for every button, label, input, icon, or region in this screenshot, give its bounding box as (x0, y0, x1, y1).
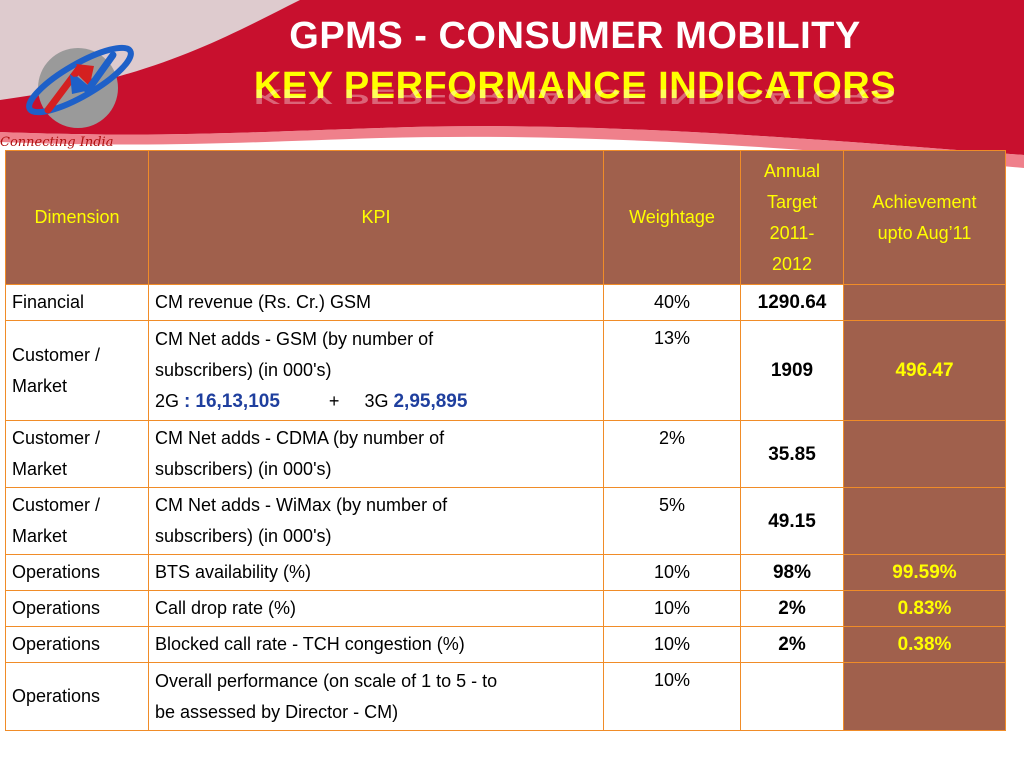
table-row: Operations Call drop rate (%) 10% 2% 0.8… (5, 590, 1006, 627)
header-achievement-l2: upto Aug’11 (877, 222, 972, 243)
table-header-row: Dimension KPI Weightage Annual Target 20… (5, 150, 1006, 285)
table-row: Customer / Market CM Net adds - WiMax (b… (5, 487, 1006, 555)
header-annual-target-l3: 2011- (769, 222, 815, 243)
cell-dimension: Operations (5, 662, 149, 731)
cell-kpi: Call drop rate (%) (148, 590, 604, 627)
cell-target: 1909 (740, 320, 844, 421)
cell-kpi-l2: subscribers) (in 000's) (155, 526, 332, 546)
cell-achievement: 99.59% (843, 554, 1006, 591)
cell-dimension: Operations (5, 626, 149, 663)
cell-kpi: Overall performance (on scale of 1 to 5 … (148, 662, 604, 731)
cell-achievement: 496.47 (843, 320, 1006, 421)
header-annual-target: Annual Target 2011- 2012 (740, 150, 844, 285)
cell-achievement (843, 662, 1006, 731)
cell-target (740, 662, 844, 731)
kpi-3g-label: 3G (364, 391, 389, 411)
cell-weightage: 10% (603, 662, 741, 731)
cell-dimension-l1: Customer / (12, 495, 101, 515)
header-weightage: Weightage (603, 150, 741, 285)
cell-kpi-l1: CM Net adds - WiMax (by number of (155, 495, 448, 515)
cell-kpi-l2: subscribers) (in 000's) (155, 459, 332, 479)
kpi-2g-label: 2G (155, 391, 180, 411)
cell-kpi: CM revenue (Rs. Cr.) GSM (148, 284, 604, 321)
cell-dimension: Financial (5, 284, 149, 321)
header-dimension: Dimension (5, 150, 149, 285)
cell-achievement (843, 420, 1006, 488)
cell-dimension-l2: Market (12, 526, 68, 546)
logo-tagline: Connecting India (0, 135, 114, 149)
cell-weightage: 2% (603, 420, 741, 488)
cell-weightage: 13% (603, 320, 741, 421)
bsnl-logo-icon (26, 44, 134, 128)
table-row: Financial CM revenue (Rs. Cr.) GSM 40% 1… (5, 284, 1006, 321)
cell-kpi-l1: Overall performance (on scale of 1 to 5 … (155, 670, 498, 691)
cell-dimension: Customer / Market (5, 487, 149, 555)
table-row: Operations BTS availability (%) 10% 98% … (5, 554, 1006, 591)
table-row: Operations Overall performance (on scale… (5, 662, 1006, 731)
header-annual-target-l1: Annual (763, 160, 821, 181)
header-achievement: Achievement upto Aug’11 (843, 150, 1006, 285)
cell-target: 49.15 (740, 487, 844, 555)
header-achievement-l1: Achievement (872, 191, 977, 212)
page-title-line-2: KEY PERFORMANCE INDICATORS (253, 65, 897, 107)
cell-kpi: Blocked call rate - TCH congestion (%) (148, 626, 604, 663)
kpi-2g-value: 16,13,105 (195, 391, 280, 412)
cell-dimension: Customer / Market (5, 420, 149, 488)
cell-weightage: 5% (603, 487, 741, 555)
header-kpi: KPI (148, 150, 604, 285)
table-row: Customer / Market CM Net adds - CDMA (by… (5, 420, 1006, 488)
cell-dimension: Operations (5, 554, 149, 591)
cell-weightage: 40% (603, 284, 741, 321)
header-annual-target-l4: 2012 (771, 253, 813, 274)
cell-dimension-l1: Customer / (12, 344, 101, 365)
kpi-table: Dimension KPI Weightage Annual Target 20… (5, 150, 1006, 731)
cell-kpi: CM Net adds - WiMax (by number of subscr… (148, 487, 604, 555)
cell-dimension-l1: Customer / (12, 428, 101, 448)
cell-kpi-l2: be assessed by Director - CM) (155, 701, 399, 722)
cell-target: 98% (740, 554, 844, 591)
cell-kpi: BTS availability (%) (148, 554, 604, 591)
cell-kpi-l1: CM Net adds - GSM (by number of (155, 329, 434, 349)
page-title-line-1: GPMS - CONSUMER MOBILITY (289, 15, 861, 57)
cell-dimension-l2: Market (12, 375, 68, 396)
cell-dimension-l2: Market (12, 459, 68, 479)
cell-target: 2% (740, 590, 844, 627)
kpi-2g-separator: : (184, 391, 191, 412)
cell-achievement (843, 284, 1006, 321)
cell-target: 2% (740, 626, 844, 663)
cell-kpi: CM Net adds - GSM (by number of subscrib… (148, 320, 604, 421)
cell-target: 35.85 (740, 420, 844, 488)
cell-achievement: 0.38% (843, 626, 1006, 663)
cell-achievement: 0.83% (843, 590, 1006, 627)
cell-weightage: 10% (603, 590, 741, 627)
cell-dimension: Customer / Market (5, 320, 149, 421)
cell-achievement (843, 487, 1006, 555)
cell-target: 1290.64 (740, 284, 844, 321)
kpi-plus: + (328, 391, 340, 411)
kpi-3g-value: 2,95,895 (393, 391, 468, 412)
cell-weightage: 10% (603, 554, 741, 591)
cell-kpi: CM Net adds - CDMA (by number of subscri… (148, 420, 604, 488)
cell-kpi-l2: subscribers) (in 000's) (155, 360, 332, 380)
cell-dimension: Operations (5, 590, 149, 627)
table-row: Customer / Market CM Net adds - GSM (by … (5, 320, 1006, 421)
table-row: Operations Blocked call rate - TCH conge… (5, 626, 1006, 663)
cell-kpi-l1: CM Net adds - CDMA (by number of (155, 428, 445, 448)
cell-weightage: 10% (603, 626, 741, 663)
page-title-reflection: KEY PERFORMANCE INDICATORS (253, 84, 897, 108)
header-annual-target-l2: Target (766, 191, 818, 212)
